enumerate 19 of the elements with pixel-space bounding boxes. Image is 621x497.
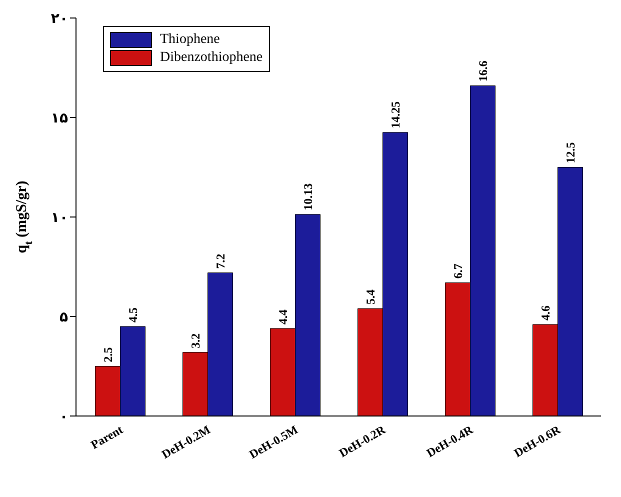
data-label: 2.5 <box>100 347 115 362</box>
data-label: 5.4 <box>363 290 378 305</box>
data-label: 10.13 <box>300 183 315 210</box>
y-tick-label: ۰ <box>59 408 68 425</box>
legend-label: Dibenzothiophene <box>160 50 263 66</box>
data-label: 4.4 <box>276 309 290 324</box>
y-tick-label: ۱۰ <box>50 210 68 226</box>
data-label: 3.2 <box>188 333 202 348</box>
data-label: 14.25 <box>388 101 402 128</box>
data-label: 4.6 <box>538 305 552 320</box>
y-tick-label: ۱۵ <box>50 110 68 126</box>
y-tick-label: ۵ <box>59 309 68 326</box>
data-label: 12.5 <box>563 142 578 164</box>
data-label: 7.2 <box>213 254 228 269</box>
data-label: 6.7 <box>450 264 465 279</box>
y-tick-label: ۲۰ <box>50 10 68 27</box>
data-label: 4.5 <box>126 307 140 322</box>
legend-label: Thiophene <box>160 32 220 48</box>
data-label: 16.6 <box>476 60 490 82</box>
